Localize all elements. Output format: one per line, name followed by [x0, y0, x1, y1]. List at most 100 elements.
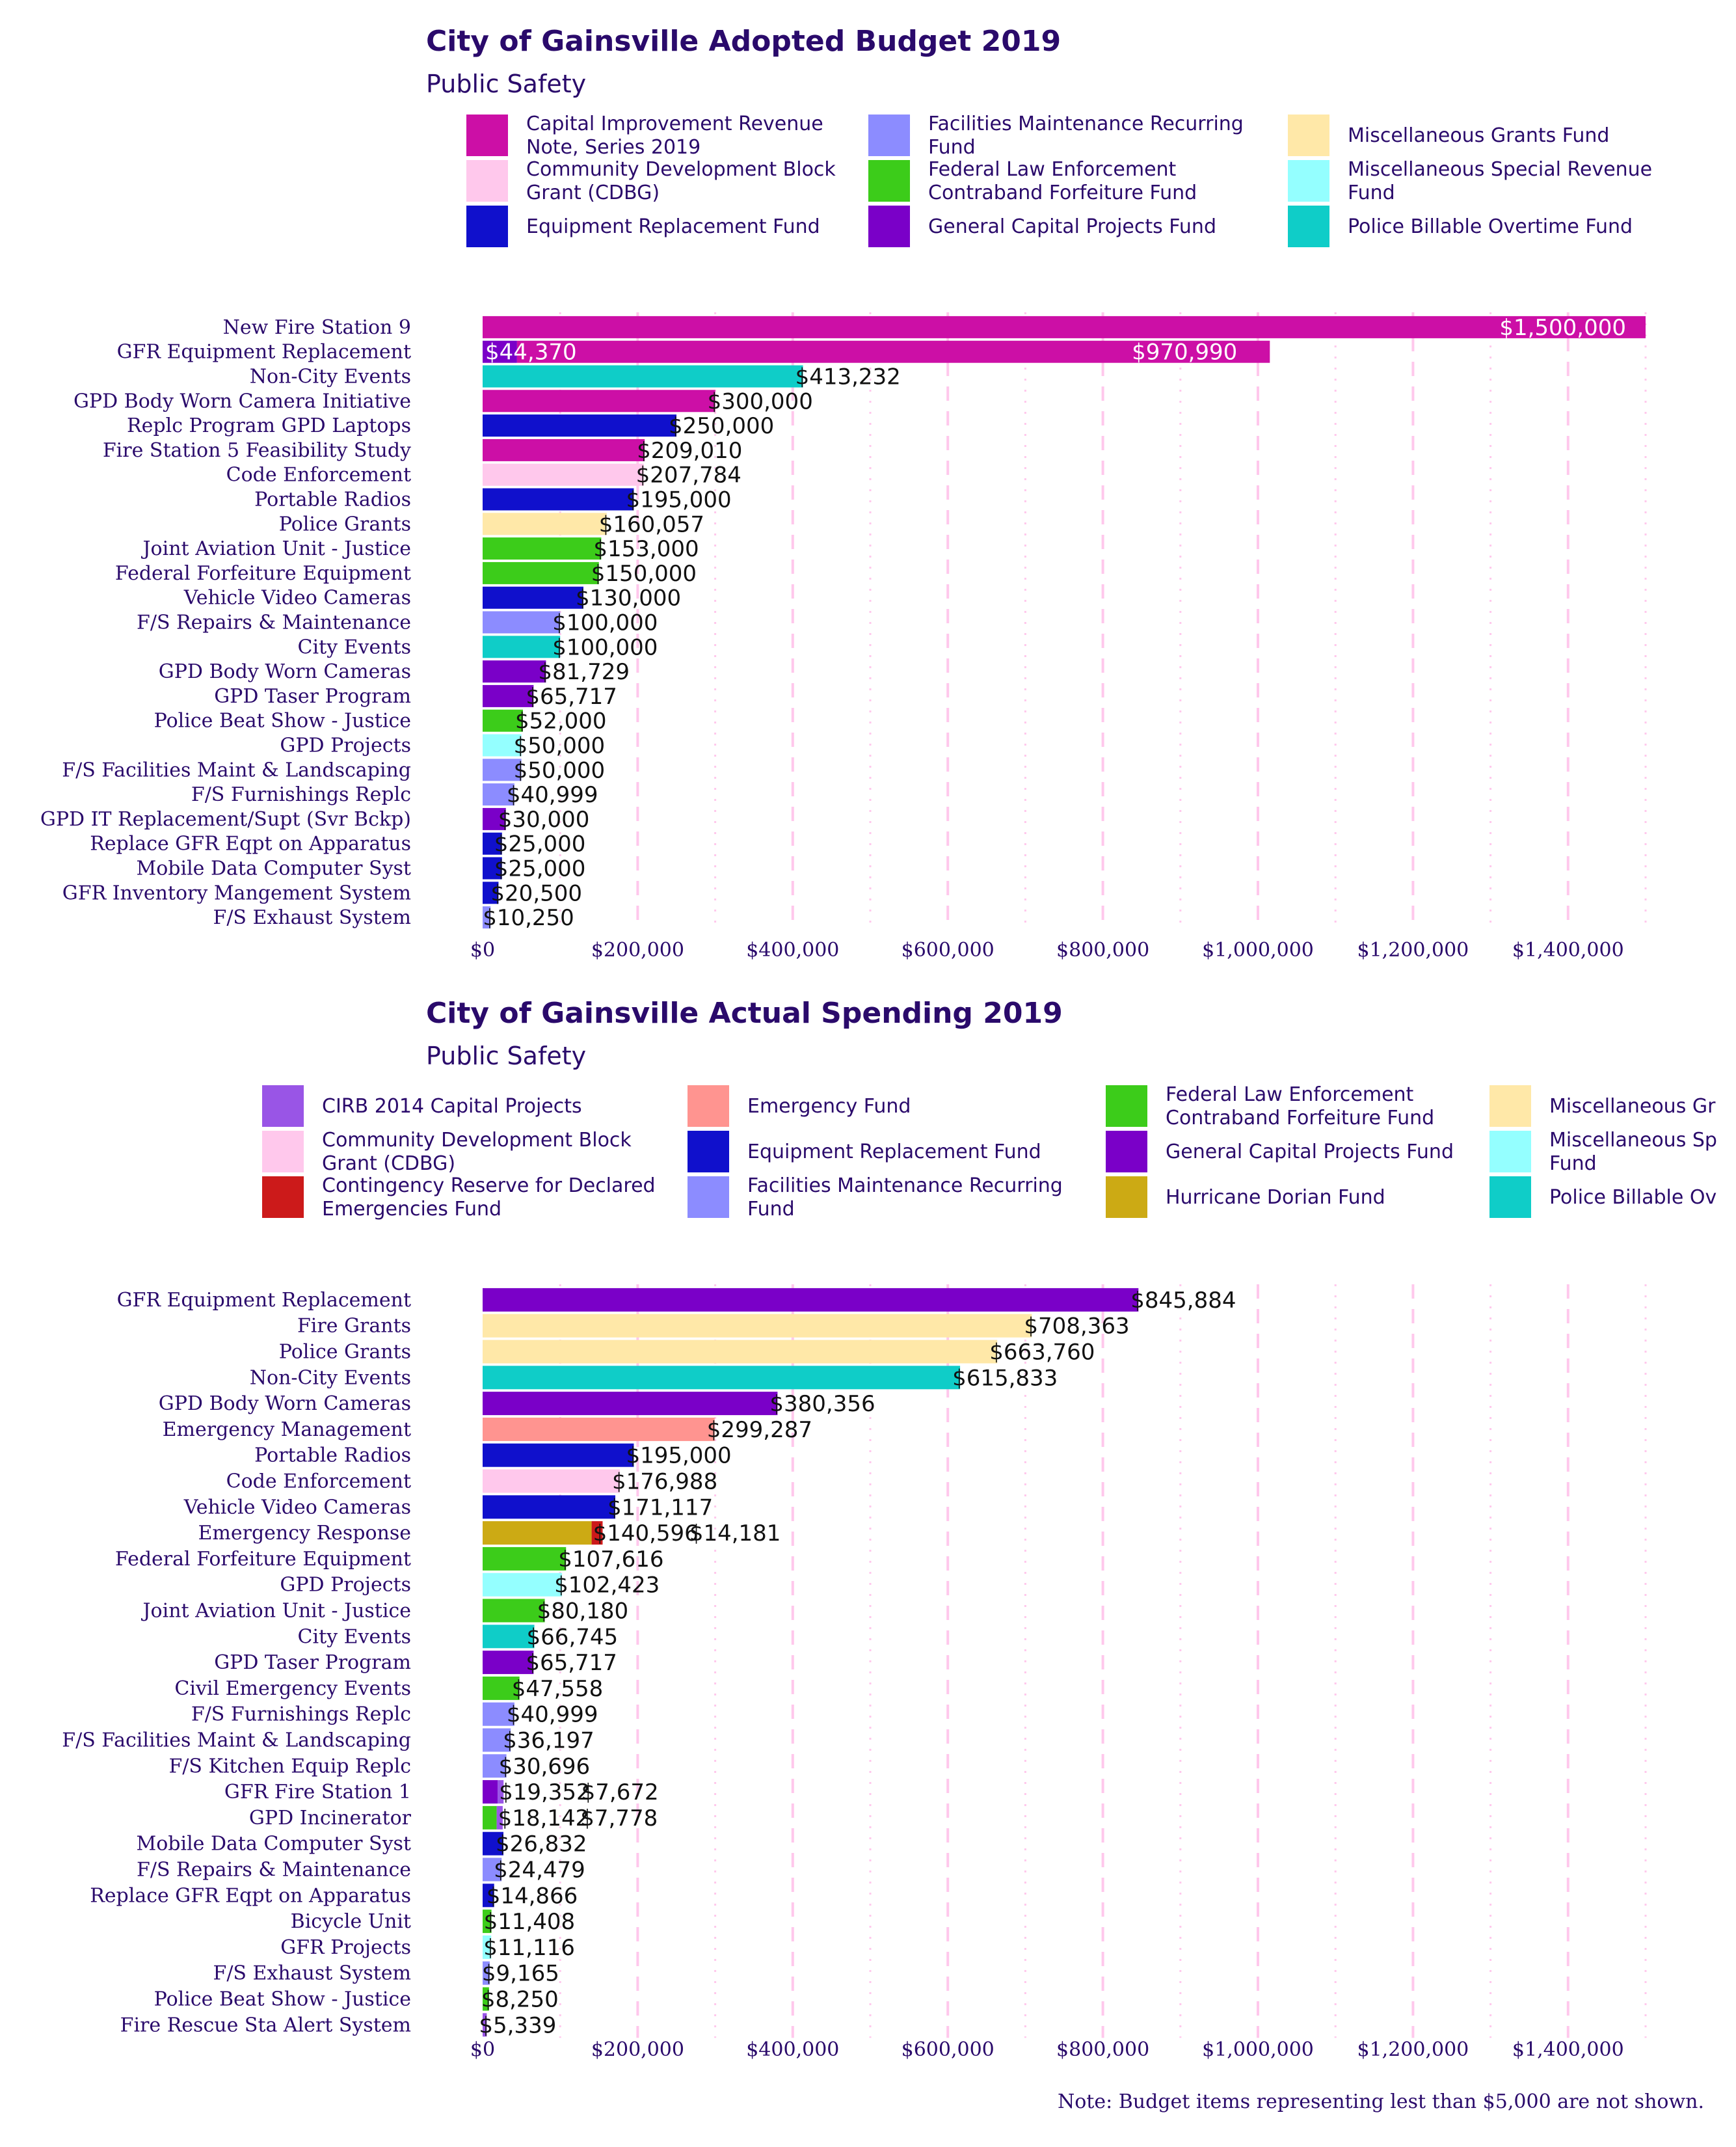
legend-label-contingency: Emergencies Fund: [322, 1198, 501, 1221]
category-label: Code Enforcement: [226, 1470, 411, 1493]
category-label: F/S Exhaust System: [213, 1962, 412, 1985]
bar-segment: [483, 611, 561, 634]
bar-value-label: $66,745: [527, 1624, 619, 1650]
bar-segment: [483, 1625, 535, 1649]
category-label: Emergency Management: [163, 1418, 411, 1441]
legend-label-cdbg: Community Development Block: [322, 1129, 632, 1152]
legend-key-equip: [466, 206, 508, 247]
category-label: GPD Body Worn Cameras: [159, 660, 411, 683]
bar-segment: [483, 561, 599, 584]
legend-label-cdbg: Community Development Block: [526, 158, 836, 181]
legend-key-cirb2019: [466, 115, 508, 156]
category-label: Portable Radios: [254, 489, 411, 511]
bar-segment: [483, 807, 506, 830]
bar-value-label: $195,000: [626, 487, 731, 513]
category-label: GFR Fire Station 1: [224, 1781, 411, 1803]
legend-key-gencap: [868, 206, 910, 247]
category-label: Fire Rescue Sta Alert System: [120, 2014, 411, 2036]
bar-value-label: $11,408: [484, 1909, 576, 1935]
legend-label-miscgrants: Miscellaneous Gr: [1549, 1095, 1716, 1118]
bar-segment: [483, 1443, 634, 1467]
category-label: GFR Equipment Replacement: [117, 1289, 411, 1312]
category-label: GPD Taser Program: [214, 1651, 411, 1674]
bar-value-label: $153,000: [593, 536, 699, 562]
bar-value-label: $845,884: [1130, 1288, 1236, 1314]
legend-label-cdbg: Grant (CDBG): [526, 182, 660, 204]
category-label: Police Beat Show - Justice: [154, 1988, 411, 2011]
category-label: Emergency Response: [198, 1522, 411, 1545]
legend-label-equip: Equipment Replacement Fund: [747, 1141, 1041, 1163]
bar-value-label: $615,833: [952, 1365, 1058, 1391]
bar-segment: [483, 857, 502, 880]
category-label: Replace GFR Eqpt on Apparatus: [90, 833, 411, 856]
category-label: GFR Projects: [280, 1936, 411, 1959]
legend-label-facmaint: Fund: [928, 136, 976, 159]
legend-key-miscspecial: [1288, 160, 1329, 202]
legend-label-policeot: Police Billable Overtime Fund: [1348, 215, 1633, 238]
bar-value-label: $36,197: [503, 1728, 594, 1754]
legend-label-facmaint: Fund: [747, 1198, 795, 1221]
bar-segment: [483, 390, 715, 412]
bar-value-label: $663,760: [989, 1340, 1095, 1366]
bar-value-label: $100,000: [552, 634, 658, 660]
bar-segment: [483, 1831, 503, 1856]
bar-segment: [483, 1314, 1032, 1338]
bar-segment: [483, 1340, 998, 1364]
bar-value-label: $65,717: [526, 684, 617, 710]
x-tick-label: $800,000: [1056, 2038, 1149, 2061]
bar-value-label: $107,616: [558, 1546, 663, 1573]
bar-value-label: $30,696: [499, 1753, 591, 1779]
legend-key-fedlaw: [868, 160, 910, 202]
adopted-budget-chart: City of Gainsville Adopted Budget 2019 P…: [40, 25, 1652, 962]
category-label: GPD IT Replacement/Supt (Svr Bckp): [40, 808, 411, 831]
legend-label-fedlaw: Federal Law Enforcement: [1166, 1083, 1414, 1106]
bar-segment: [483, 882, 499, 904]
bar-value-label: $209,010: [637, 438, 742, 464]
category-label: Mobile Data Computer Syst: [136, 857, 411, 880]
bar-segment: [483, 1987, 489, 2011]
bar-segment: [483, 1754, 507, 1778]
footnote: Note: Budget items representing lest tha…: [1058, 2090, 1704, 2113]
x-tick-label: $600,000: [901, 2038, 995, 2061]
legend-label-policeot: Police Billable Ov: [1549, 1186, 1716, 1209]
category-label: Bicycle Unit: [291, 1910, 411, 1933]
legend-label-gencap: General Capital Projects Fund: [928, 215, 1216, 238]
bar-value-label: $207,784: [636, 463, 741, 489]
bar-value-label: $44,370: [485, 340, 577, 366]
legend-label-miscspecial: Miscellaneous Sp: [1549, 1129, 1717, 1152]
legend-label-miscgrants: Miscellaneous Grants Fund: [1348, 124, 1609, 147]
legend-label-fedlaw: Contraband Forfeiture Fund: [1166, 1107, 1434, 1129]
category-label: GPD Body Worn Cameras: [159, 1392, 411, 1415]
bar-value-label: $19,352: [499, 1779, 591, 1805]
bar-segment: [483, 1857, 502, 1882]
bar-value-label: $24,479: [494, 1857, 585, 1884]
chart-subtitle: Public Safety: [426, 70, 586, 98]
bar-value-label: $52,000: [515, 709, 607, 735]
bar-segment: [483, 1884, 494, 1908]
x-tick-label: $1,000,000: [1202, 2038, 1314, 2061]
bar-value-label: $250,000: [669, 413, 774, 439]
bar-segment: [483, 1676, 520, 1700]
bar-value-label: $160,057: [599, 511, 704, 537]
bar-segment: [483, 1728, 511, 1752]
bar-segment: [483, 1288, 1139, 1312]
bar-segment: [483, 1599, 545, 1623]
x-tick-label: $0: [470, 939, 495, 962]
bar-segment: [483, 1546, 567, 1571]
bar-segment: [483, 636, 561, 658]
category-label: F/S Repairs & Maintenance: [137, 1859, 411, 1882]
legend-key-gencap: [1106, 1131, 1147, 1172]
bar-segment: [483, 1780, 498, 1804]
bar-segment: [483, 1935, 492, 1959]
x-tick-label: $1,000,000: [1202, 939, 1314, 962]
bar-segment: [483, 586, 583, 609]
x-tick-label: $1,400,000: [1512, 2038, 1624, 2061]
legend-key-cirb2014: [262, 1085, 304, 1127]
bar-segment: [483, 414, 676, 437]
bar-value-label: $30,000: [498, 807, 590, 833]
bar-value-label: $14,866: [487, 1883, 578, 1909]
bar-value-label: $299,287: [707, 1417, 812, 1443]
category-label: Fire Grants: [297, 1315, 411, 1338]
bar-value-label: $40,999: [507, 782, 598, 808]
